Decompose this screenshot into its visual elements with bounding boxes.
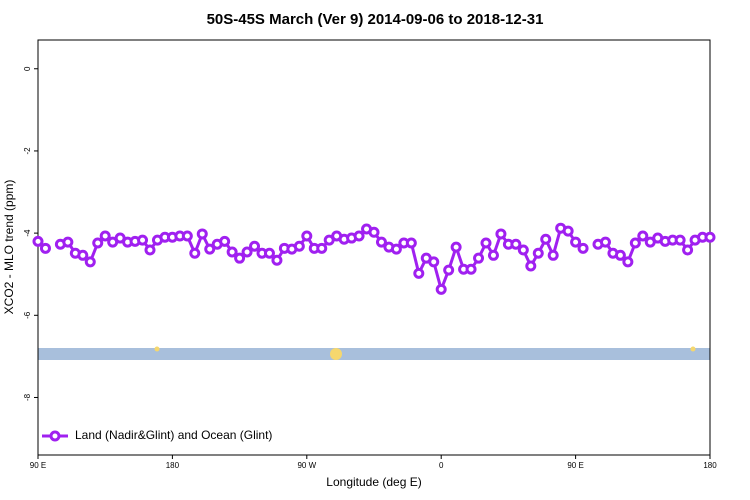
data-point <box>599 236 611 248</box>
data-point <box>293 240 305 252</box>
data-point <box>204 243 216 255</box>
data-point <box>465 263 477 275</box>
data-point <box>570 236 582 248</box>
data-point <box>532 247 544 259</box>
data-point <box>137 234 149 246</box>
data-point <box>704 231 716 243</box>
data-point <box>428 256 440 268</box>
data-point <box>510 238 522 250</box>
data-point <box>219 235 231 247</box>
coverage-band <box>38 348 710 360</box>
data-point <box>99 230 111 242</box>
x-axis-title: Longitude (deg E) <box>326 475 421 489</box>
data-point <box>263 247 275 259</box>
data-point <box>487 249 499 261</box>
x-tick-label: 90 E <box>567 461 583 470</box>
data-point <box>390 243 402 255</box>
data-point <box>249 240 261 252</box>
legend-marker <box>49 430 61 442</box>
data-point <box>674 234 686 246</box>
data-point <box>234 252 246 264</box>
data-point <box>562 225 574 237</box>
data-point <box>473 252 485 264</box>
data-point <box>77 249 89 261</box>
data-point <box>62 236 74 248</box>
data-point <box>450 241 462 253</box>
data-point <box>540 233 552 245</box>
y-tick-label: 0 <box>23 66 32 71</box>
coverage-spot <box>330 348 342 360</box>
plot-frame <box>37 39 711 456</box>
data-point <box>32 235 44 247</box>
y-tick-label: -4 <box>23 229 32 237</box>
data-point <box>405 237 417 249</box>
coverage-spot <box>154 346 160 352</box>
data-point <box>271 254 283 266</box>
data-point <box>181 230 193 242</box>
x-tick-label: 90 E <box>30 461 46 470</box>
data-point <box>629 237 641 249</box>
chart-title: 50S-45S March (Ver 9) 2014-09-06 to 2018… <box>207 11 544 28</box>
data-point <box>480 237 492 249</box>
data-point <box>547 249 559 261</box>
x-tick-label: 180 <box>166 461 180 470</box>
data-point <box>92 237 104 249</box>
data-point <box>525 260 537 272</box>
y-tick-label: -8 <box>23 393 32 401</box>
data-point <box>144 244 156 256</box>
data-point <box>241 246 253 258</box>
coverage-spot <box>690 346 696 352</box>
data-point <box>517 244 529 256</box>
data-point <box>39 242 51 254</box>
data-point <box>435 283 447 295</box>
data-point <box>301 230 313 242</box>
y-tick-label: -2 <box>23 147 32 155</box>
data-point <box>577 242 589 254</box>
legend: Land (Nadir&Glint) and Ocean (Glint) <box>42 428 272 442</box>
data-point <box>189 247 201 259</box>
data-point <box>226 246 238 258</box>
data-point <box>375 236 387 248</box>
y-axis-title: XCO2 - MLO trend (ppm) <box>2 180 16 315</box>
data-point <box>316 242 328 254</box>
x-tick-label: 180 <box>703 461 717 470</box>
data-point <box>353 230 365 242</box>
data-point <box>682 244 694 256</box>
data-point <box>443 264 455 276</box>
data-point <box>622 256 634 268</box>
y-tick-label: -6 <box>23 311 32 319</box>
data-point <box>413 267 425 279</box>
x-tick-label: 90 W <box>297 461 316 470</box>
data-point <box>196 228 208 240</box>
data-point <box>368 226 380 238</box>
data-point <box>495 228 507 240</box>
data-point <box>637 230 649 242</box>
data-point <box>84 256 96 268</box>
data-point <box>614 249 626 261</box>
legend-label: Land (Nadir&Glint) and Ocean (Glint) <box>75 428 272 442</box>
x-tick-label: 0 <box>439 461 444 470</box>
